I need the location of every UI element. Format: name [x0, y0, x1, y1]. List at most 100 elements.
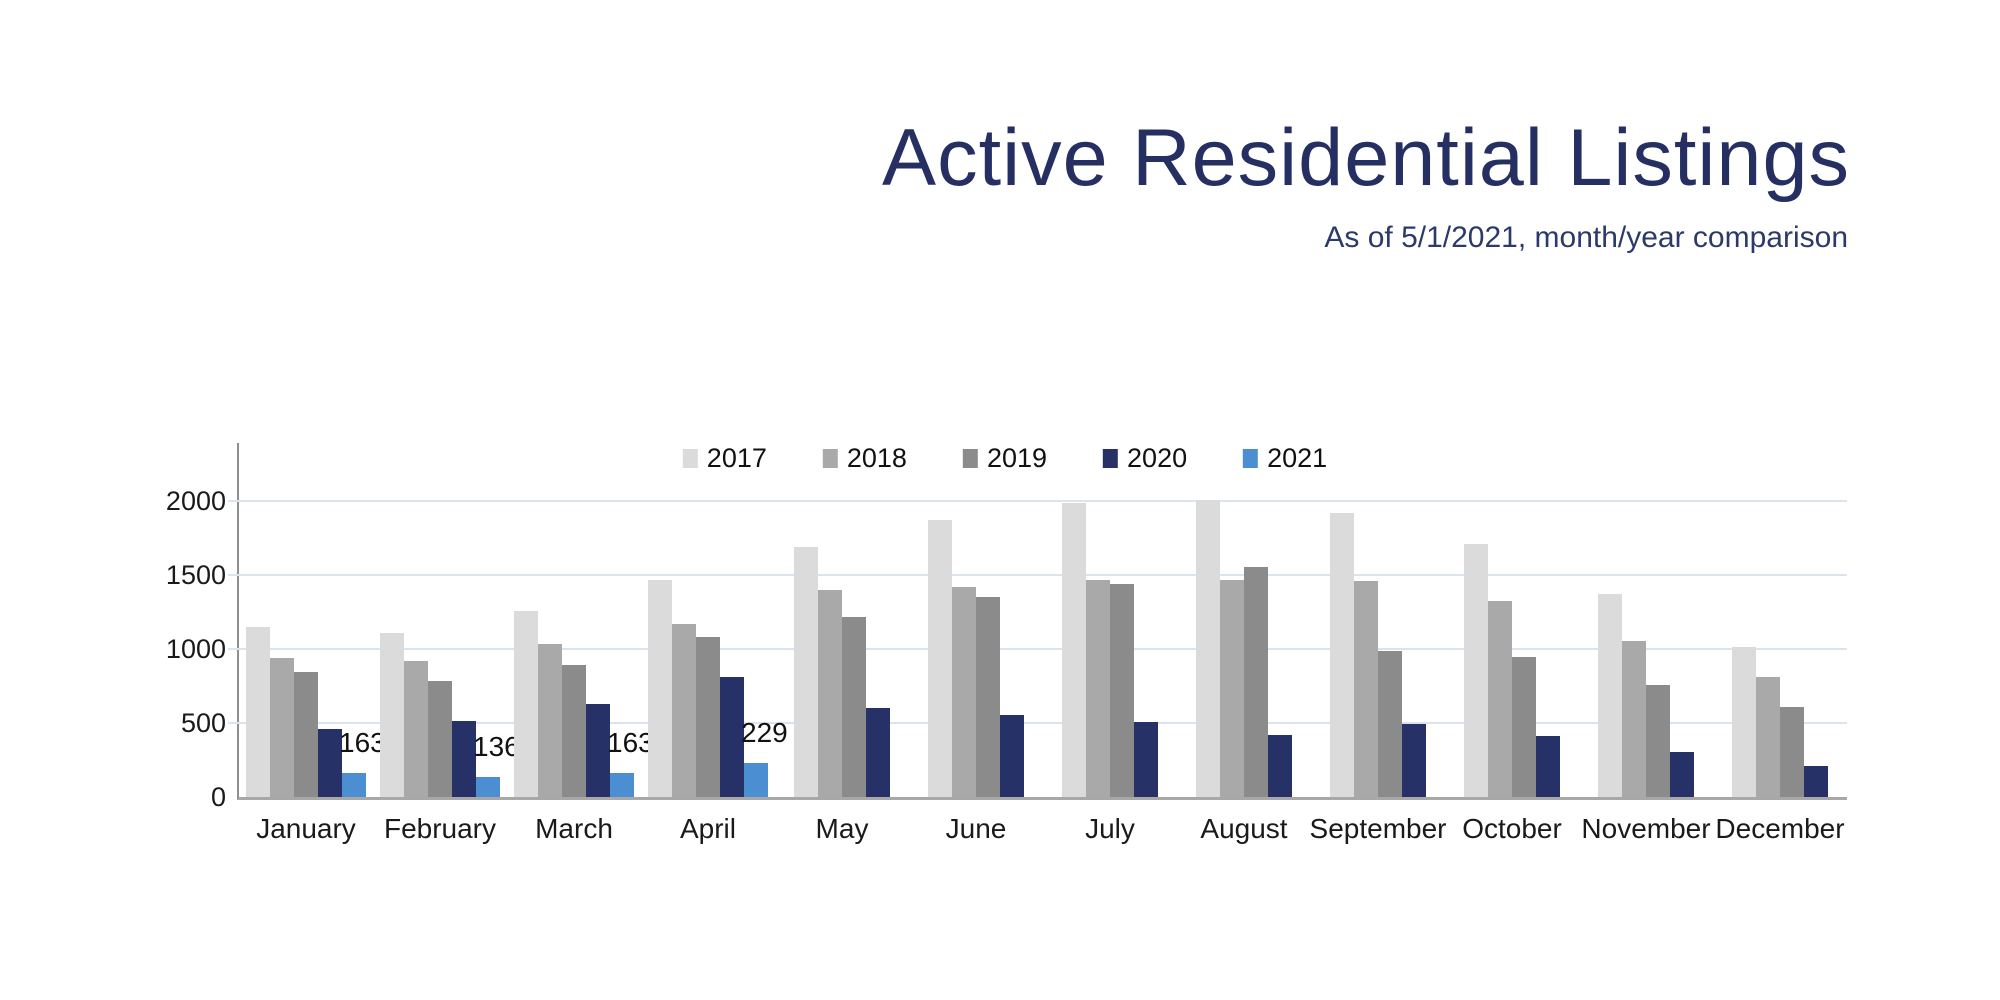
legend-item-2019: 2019	[962, 443, 1048, 473]
bar-2018-may	[818, 589, 842, 797]
bar-2017-may	[794, 546, 818, 797]
bar-group-january: 163 January	[239, 443, 386, 843]
chart-title: Active Residential Listings	[882, 113, 1850, 203]
y-tick-label-1500: 1500	[165, 560, 226, 590]
bar-2020-august	[1268, 734, 1292, 797]
x-label-september: September	[1309, 813, 1447, 844]
legend-label-2018: 2018	[846, 443, 907, 473]
bar-2020-september	[1402, 724, 1426, 797]
legend-swatch-2021	[1243, 449, 1259, 468]
gridline-500	[228, 722, 1847, 724]
bar-2020-december	[1804, 765, 1828, 797]
bar-2017-august	[1196, 499, 1220, 797]
bar-2018-december	[1756, 677, 1780, 797]
bar-2019-october	[1512, 657, 1536, 797]
legend-swatch-2020	[1103, 449, 1119, 468]
chart-legend: 2017 2018 2019 2020 2021	[682, 443, 1327, 473]
bar-2020-june	[1000, 714, 1024, 797]
bar-group-april: 229 April	[641, 443, 788, 843]
bar-2017-october	[1464, 543, 1488, 797]
bar-2017-april	[648, 580, 672, 797]
bar-2020-november	[1670, 751, 1694, 797]
y-tick-label-500: 500	[180, 708, 226, 738]
bar-2018-november	[1622, 640, 1646, 797]
bar-group-september: September	[1310, 443, 1446, 843]
bar-2017-september	[1330, 512, 1354, 797]
legend-label-2021: 2021	[1267, 443, 1328, 473]
legend-label-2019: 2019	[986, 443, 1048, 473]
bar-2019-march	[562, 665, 586, 797]
bar-group-may: May	[775, 443, 909, 843]
bar-group-october: October	[1445, 443, 1579, 843]
x-label-january: January	[256, 813, 356, 844]
bar-2019-february	[428, 680, 452, 797]
bar-2021-march: 163	[607, 728, 654, 797]
legend-item-2017: 2017	[682, 445, 767, 472]
chart-subtitle: As of 5/1/2021, month/year comparison	[1324, 221, 1848, 255]
bar-2017-december	[1732, 646, 1756, 797]
bar-2017-february	[380, 633, 404, 797]
bar-group-june: June	[909, 443, 1043, 843]
bar-2018-june	[952, 586, 976, 797]
bar-2020-october	[1536, 735, 1560, 797]
data-label-2021-march: 163	[607, 726, 654, 758]
plot-area: 163 January 136 February 163 March 229 April May…	[228, 443, 1847, 843]
bar-2018-september	[1354, 580, 1378, 797]
x-label-august: August	[1200, 813, 1288, 844]
legend-swatch-2018	[822, 449, 838, 468]
bar-2019-may	[842, 617, 866, 797]
bar-2018-march	[538, 643, 562, 797]
gridline-2000	[228, 500, 1847, 502]
bar-2017-june	[928, 520, 952, 797]
x-label-march: March	[535, 813, 613, 844]
bar-2020-july	[1134, 721, 1158, 797]
bar-group-november: November	[1579, 443, 1713, 843]
bar-group-july: July	[1043, 443, 1177, 843]
y-tick-label-0: 0	[210, 782, 226, 812]
bar-2018-july	[1086, 580, 1110, 797]
legend-item-2021: 2021	[1243, 445, 1327, 472]
bar-2020-march	[586, 703, 610, 797]
bar-chart: 2017 2018 2019 2020 2021 0 500 1000 1500 2000 16…	[160, 443, 1850, 883]
gridline-1500	[228, 574, 1847, 576]
x-label-november: November	[1581, 813, 1711, 844]
x-label-july: July	[1085, 813, 1135, 844]
bar-2020-may	[866, 708, 890, 797]
bar-group-december: December	[1713, 443, 1847, 843]
bar-2019-january	[294, 671, 318, 797]
bar-2017-july	[1062, 503, 1086, 797]
x-label-june: June	[945, 813, 1007, 844]
x-label-may: May	[815, 813, 869, 844]
legend-swatch-2017	[682, 449, 698, 468]
bar-2019-june	[976, 597, 1000, 797]
y-axis: 0 500 1000 1500 2000	[160, 443, 226, 812]
legend-item-2020: 2020	[1103, 445, 1187, 472]
bar-group-february: 136 February	[373, 443, 520, 843]
x-label-february: February	[383, 813, 497, 844]
bar-2019-april	[696, 637, 720, 797]
bar-2019-november	[1646, 685, 1670, 797]
bar-2021-april: 229	[741, 719, 788, 797]
bar-2020-april	[720, 677, 744, 797]
bar-2017-march	[514, 610, 538, 797]
data-label-2021-february: 136	[473, 730, 520, 762]
x-label-december: December	[1715, 813, 1845, 844]
bar-2018-october	[1488, 600, 1512, 797]
bar-2020-february	[452, 720, 476, 797]
x-label-october: October	[1462, 813, 1562, 844]
bar-2019-august	[1244, 566, 1268, 797]
data-label-2021-april: 229	[741, 717, 788, 749]
bar-2019-september	[1378, 651, 1402, 797]
bar-2021-february: 136	[473, 732, 520, 797]
bar-2019-july	[1110, 583, 1134, 797]
bar-2018-january	[270, 657, 294, 797]
gridline-1000	[228, 648, 1847, 650]
bar-2020-january	[318, 728, 342, 797]
legend-item-2018: 2018	[822, 443, 907, 473]
bar-2017-january	[246, 626, 270, 797]
bar-2017-november	[1598, 593, 1622, 797]
bar-2019-december	[1780, 707, 1804, 797]
legend-label-2020: 2020	[1127, 443, 1188, 473]
bar-2018-august	[1220, 580, 1244, 797]
